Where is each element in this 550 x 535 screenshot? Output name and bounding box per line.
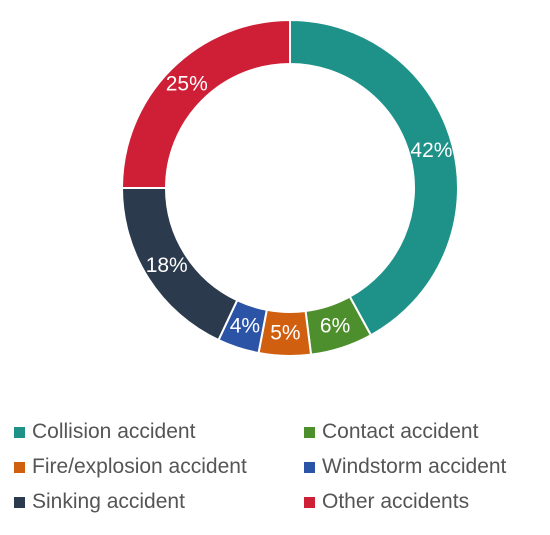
value-label-contact: 6% [320, 314, 350, 337]
value-label-sinking: 18% [146, 254, 188, 277]
donut-chart: 42% 6% 5% 4% 18% 25% [120, 18, 460, 357]
value-label-other: 25% [166, 72, 208, 95]
legend-swatch-fire-explosion [14, 461, 25, 473]
legend-label-contact: Contact accident [322, 420, 479, 443]
slice-collision [289, 18, 460, 337]
legend-label-fire-explosion: Fire/explosion accident [32, 455, 247, 478]
legend-item-other: Other accidents [304, 486, 469, 518]
legend-swatch-other [304, 496, 315, 508]
slice-other [120, 18, 291, 189]
legend-label-windstorm: Windstorm accident [322, 455, 507, 478]
legend-swatch-contact [304, 426, 315, 438]
legend-item-fire-explosion: Fire/explosion accident [14, 451, 247, 483]
donut-value-labels: 42% 6% 5% 4% 18% 25% [146, 72, 453, 344]
value-label-fire-explosion: 5% [270, 321, 300, 344]
value-label-collision: 42% [410, 139, 452, 162]
legend-label-collision: Collision accident [32, 420, 196, 443]
donut-slices [120, 18, 460, 357]
value-label-windstorm: 4% [230, 314, 260, 337]
legend-item-collision: Collision accident [14, 416, 195, 448]
legend-item-sinking: Sinking accident [14, 486, 185, 518]
legend-item-windstorm: Windstorm accident [304, 451, 506, 483]
legend-swatch-sinking [14, 496, 25, 508]
chart-legend: Collision accident Contact accident Fire… [0, 412, 550, 522]
legend-label-sinking: Sinking accident [32, 490, 185, 513]
legend-item-contact: Contact accident [304, 416, 478, 448]
legend-swatch-collision [14, 426, 25, 438]
legend-label-other: Other accidents [322, 490, 470, 513]
legend-swatch-windstorm [304, 461, 315, 473]
